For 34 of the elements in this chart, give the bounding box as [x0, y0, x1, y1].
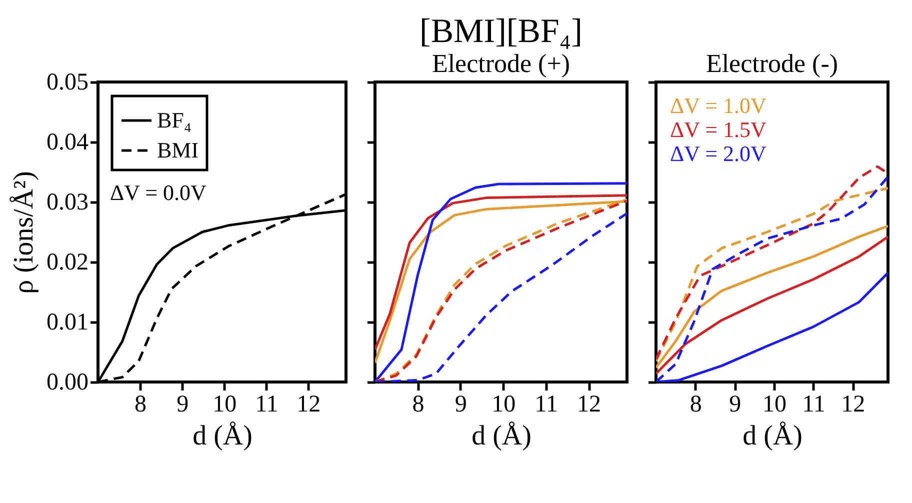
y-tick-label: 0.03: [46, 190, 88, 216]
x-tick-label: 8: [412, 392, 424, 418]
x-tick-label: 9: [729, 392, 742, 418]
x-tick-label: 10: [762, 392, 786, 418]
text: ΔV = 2.0V: [670, 141, 767, 166]
y-tick-label: 0.05: [46, 70, 88, 96]
y-axis-title: ρ (ions/Å²): [8, 171, 40, 294]
x-tick-label: 10: [212, 392, 237, 418]
legend-label: BMI: [157, 138, 199, 162]
x-axis-title: d (Å): [742, 420, 802, 452]
text: ΔV = 1.0V: [670, 93, 767, 118]
x-tick-label: 11: [534, 392, 558, 418]
x-tick-label: 9: [176, 392, 189, 418]
y-tick-label: 0.01: [46, 310, 88, 336]
x-axis-title: d (Å): [192, 420, 252, 452]
x-tick-label: 12: [577, 392, 602, 418]
x-tick-label: 8: [134, 392, 147, 418]
chart-subtitle: Electrode (-): [706, 48, 838, 78]
x-tick-label: 8: [690, 392, 702, 418]
x-tick-label: 12: [296, 392, 321, 418]
text: ΔV = 1.5V: [670, 117, 767, 142]
x-axis-title: d (Å): [472, 420, 532, 452]
x-tick-label: 9: [454, 392, 467, 418]
chart-subtitle: Electrode (+): [432, 48, 570, 78]
chart-title: [BMI][BF₄]: [420, 12, 582, 50]
x-tick-label: 11: [802, 392, 826, 418]
legend-label: BF₄: [157, 108, 192, 132]
y-tick-label: 0.00: [46, 370, 88, 396]
x-tick-label: 11: [255, 392, 278, 418]
y-tick-label: 0.04: [46, 130, 88, 156]
x-tick-label: 12: [841, 392, 866, 418]
x-tick-label: 10: [492, 392, 516, 418]
y-tick-label: 0.02: [46, 250, 88, 276]
annotation: ΔV = 0.0V: [110, 180, 207, 205]
